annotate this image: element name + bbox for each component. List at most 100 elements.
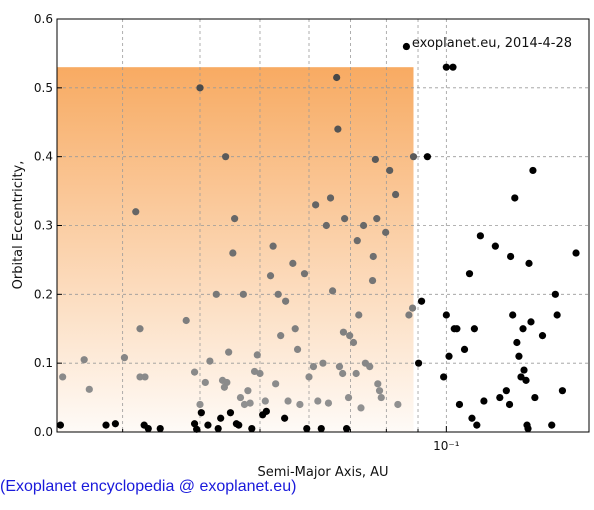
data-point — [102, 421, 110, 429]
data-point — [80, 356, 88, 364]
data-point — [223, 378, 231, 387]
data-point — [405, 311, 413, 319]
data-point — [277, 332, 285, 340]
data-point — [442, 63, 450, 71]
data-point — [513, 338, 521, 347]
y-tick-label: 0.6 — [34, 12, 53, 26]
data-point — [156, 424, 164, 433]
data-point — [56, 421, 65, 429]
data-point — [509, 311, 517, 319]
data-point — [572, 249, 580, 257]
data-point — [386, 166, 394, 175]
data-point — [355, 311, 363, 319]
data-point — [527, 318, 535, 326]
data-point — [505, 400, 514, 409]
data-point — [248, 424, 256, 433]
data-point — [339, 328, 348, 336]
data-point — [359, 221, 368, 230]
data-point — [296, 400, 304, 409]
data-point — [334, 125, 342, 133]
data-point — [291, 325, 299, 333]
data-point — [342, 424, 351, 433]
data-point — [85, 385, 93, 393]
x-axis-label: Semi-Major Axis, AU — [257, 465, 388, 480]
data-point — [256, 369, 264, 378]
data-point — [197, 409, 205, 417]
data-point — [250, 367, 259, 376]
x-tick-label: 10⁻¹ — [433, 439, 460, 453]
data-point — [417, 297, 426, 305]
data-point — [511, 194, 519, 202]
data-point — [144, 424, 152, 433]
y-tick-label: 0.0 — [34, 425, 53, 439]
data-point — [465, 270, 474, 278]
data-point — [368, 276, 377, 285]
data-point — [476, 232, 484, 240]
data-point — [59, 373, 67, 381]
data-point — [468, 414, 476, 422]
data-point — [282, 297, 290, 305]
data-point — [373, 215, 381, 223]
data-point — [402, 42, 411, 51]
data-point — [190, 420, 199, 428]
data-point — [190, 368, 199, 376]
data-point — [289, 259, 297, 267]
data-points — [56, 42, 580, 433]
data-point — [322, 221, 330, 230]
data-point — [235, 421, 243, 429]
data-point — [328, 287, 337, 295]
data-point — [369, 252, 377, 261]
data-point — [415, 359, 423, 367]
data-point — [548, 421, 556, 429]
data-point — [394, 400, 402, 409]
data-point — [274, 290, 282, 298]
data-point — [204, 421, 212, 429]
data-point — [480, 397, 488, 405]
data-point — [312, 201, 320, 209]
data-point — [519, 325, 527, 333]
data-point — [491, 242, 499, 250]
data-point — [261, 397, 269, 405]
data-point — [374, 380, 382, 388]
data-point — [522, 376, 530, 384]
data-point — [284, 397, 292, 405]
data-point — [217, 414, 225, 422]
data-point — [391, 190, 400, 199]
data-point — [111, 420, 119, 428]
data-point — [319, 359, 327, 367]
data-point — [408, 304, 417, 312]
chart-annotation: exoplanet.eu, 2014-4-28 — [412, 36, 572, 51]
data-point — [382, 228, 390, 236]
data-point — [225, 348, 233, 356]
data-point — [558, 387, 567, 395]
data-point — [226, 409, 235, 417]
y-tick-label: 0.3 — [34, 219, 53, 233]
data-point — [445, 352, 453, 360]
data-point — [341, 215, 349, 223]
data-point — [132, 208, 140, 216]
data-point — [314, 397, 322, 405]
data-point — [507, 252, 515, 261]
data-point — [353, 237, 361, 245]
data-point — [440, 373, 448, 381]
data-point — [196, 400, 204, 409]
data-point — [538, 332, 547, 340]
data-point — [266, 272, 275, 280]
data-point — [269, 242, 277, 250]
data-point — [525, 259, 533, 267]
data-point — [377, 393, 385, 402]
data-point — [346, 332, 354, 340]
data-point — [253, 351, 261, 359]
data-point — [262, 407, 270, 415]
data-point — [371, 155, 379, 164]
y-axis-ticks: 0.0 0.1 0.2 0.3 0.4 0.5 0.6 — [34, 12, 62, 439]
data-point — [517, 373, 525, 381]
data-point — [453, 325, 461, 333]
data-point — [333, 73, 341, 82]
data-point — [357, 404, 365, 412]
data-point — [182, 316, 190, 325]
data-point — [531, 393, 539, 402]
x-axis-ticks: 10⁻¹ — [122, 426, 460, 453]
data-point — [212, 290, 220, 298]
